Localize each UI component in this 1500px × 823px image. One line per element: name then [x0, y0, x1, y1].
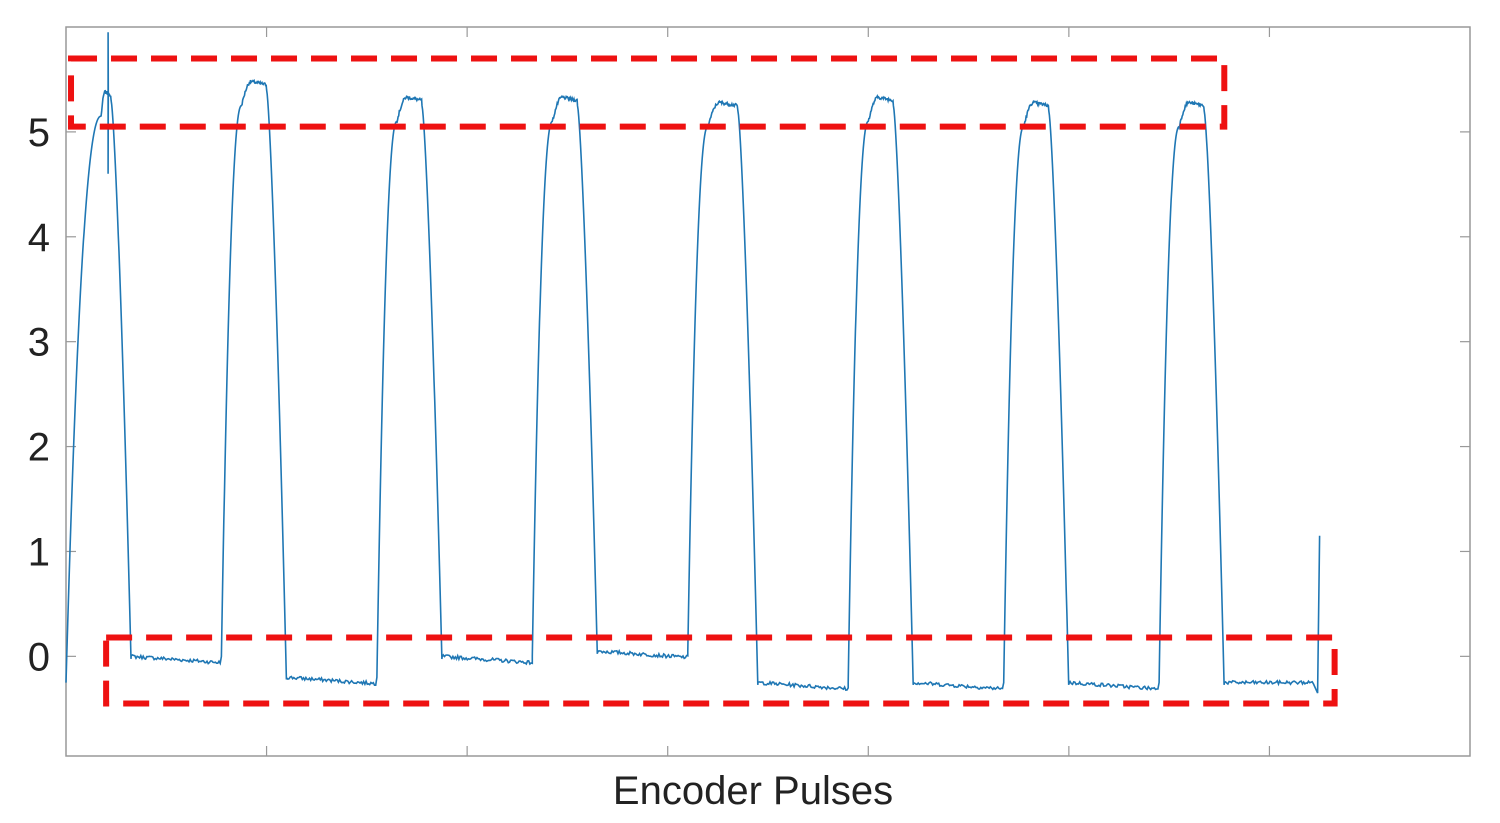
y-tick-label: 2: [28, 426, 50, 470]
highlight-boxes: [68, 55, 1338, 707]
high-level-highlight-box: [68, 55, 1228, 130]
low-level-highlight-box: [103, 634, 1338, 707]
y-tick-label: 1: [28, 530, 50, 574]
y-tick-label: 3: [28, 321, 50, 365]
axis-ticks: [66, 27, 1470, 756]
y-tick-labels: 0 1 2 3 4 5: [28, 111, 50, 679]
y-tick-label: 4: [28, 216, 50, 260]
y-tick-label: 5: [28, 111, 50, 155]
signal-line: [65, 32, 1321, 694]
x-axis-label: Encoder Pulses: [613, 769, 893, 813]
plot-area: [65, 26, 1471, 757]
y-tick-label: 0: [28, 635, 50, 679]
